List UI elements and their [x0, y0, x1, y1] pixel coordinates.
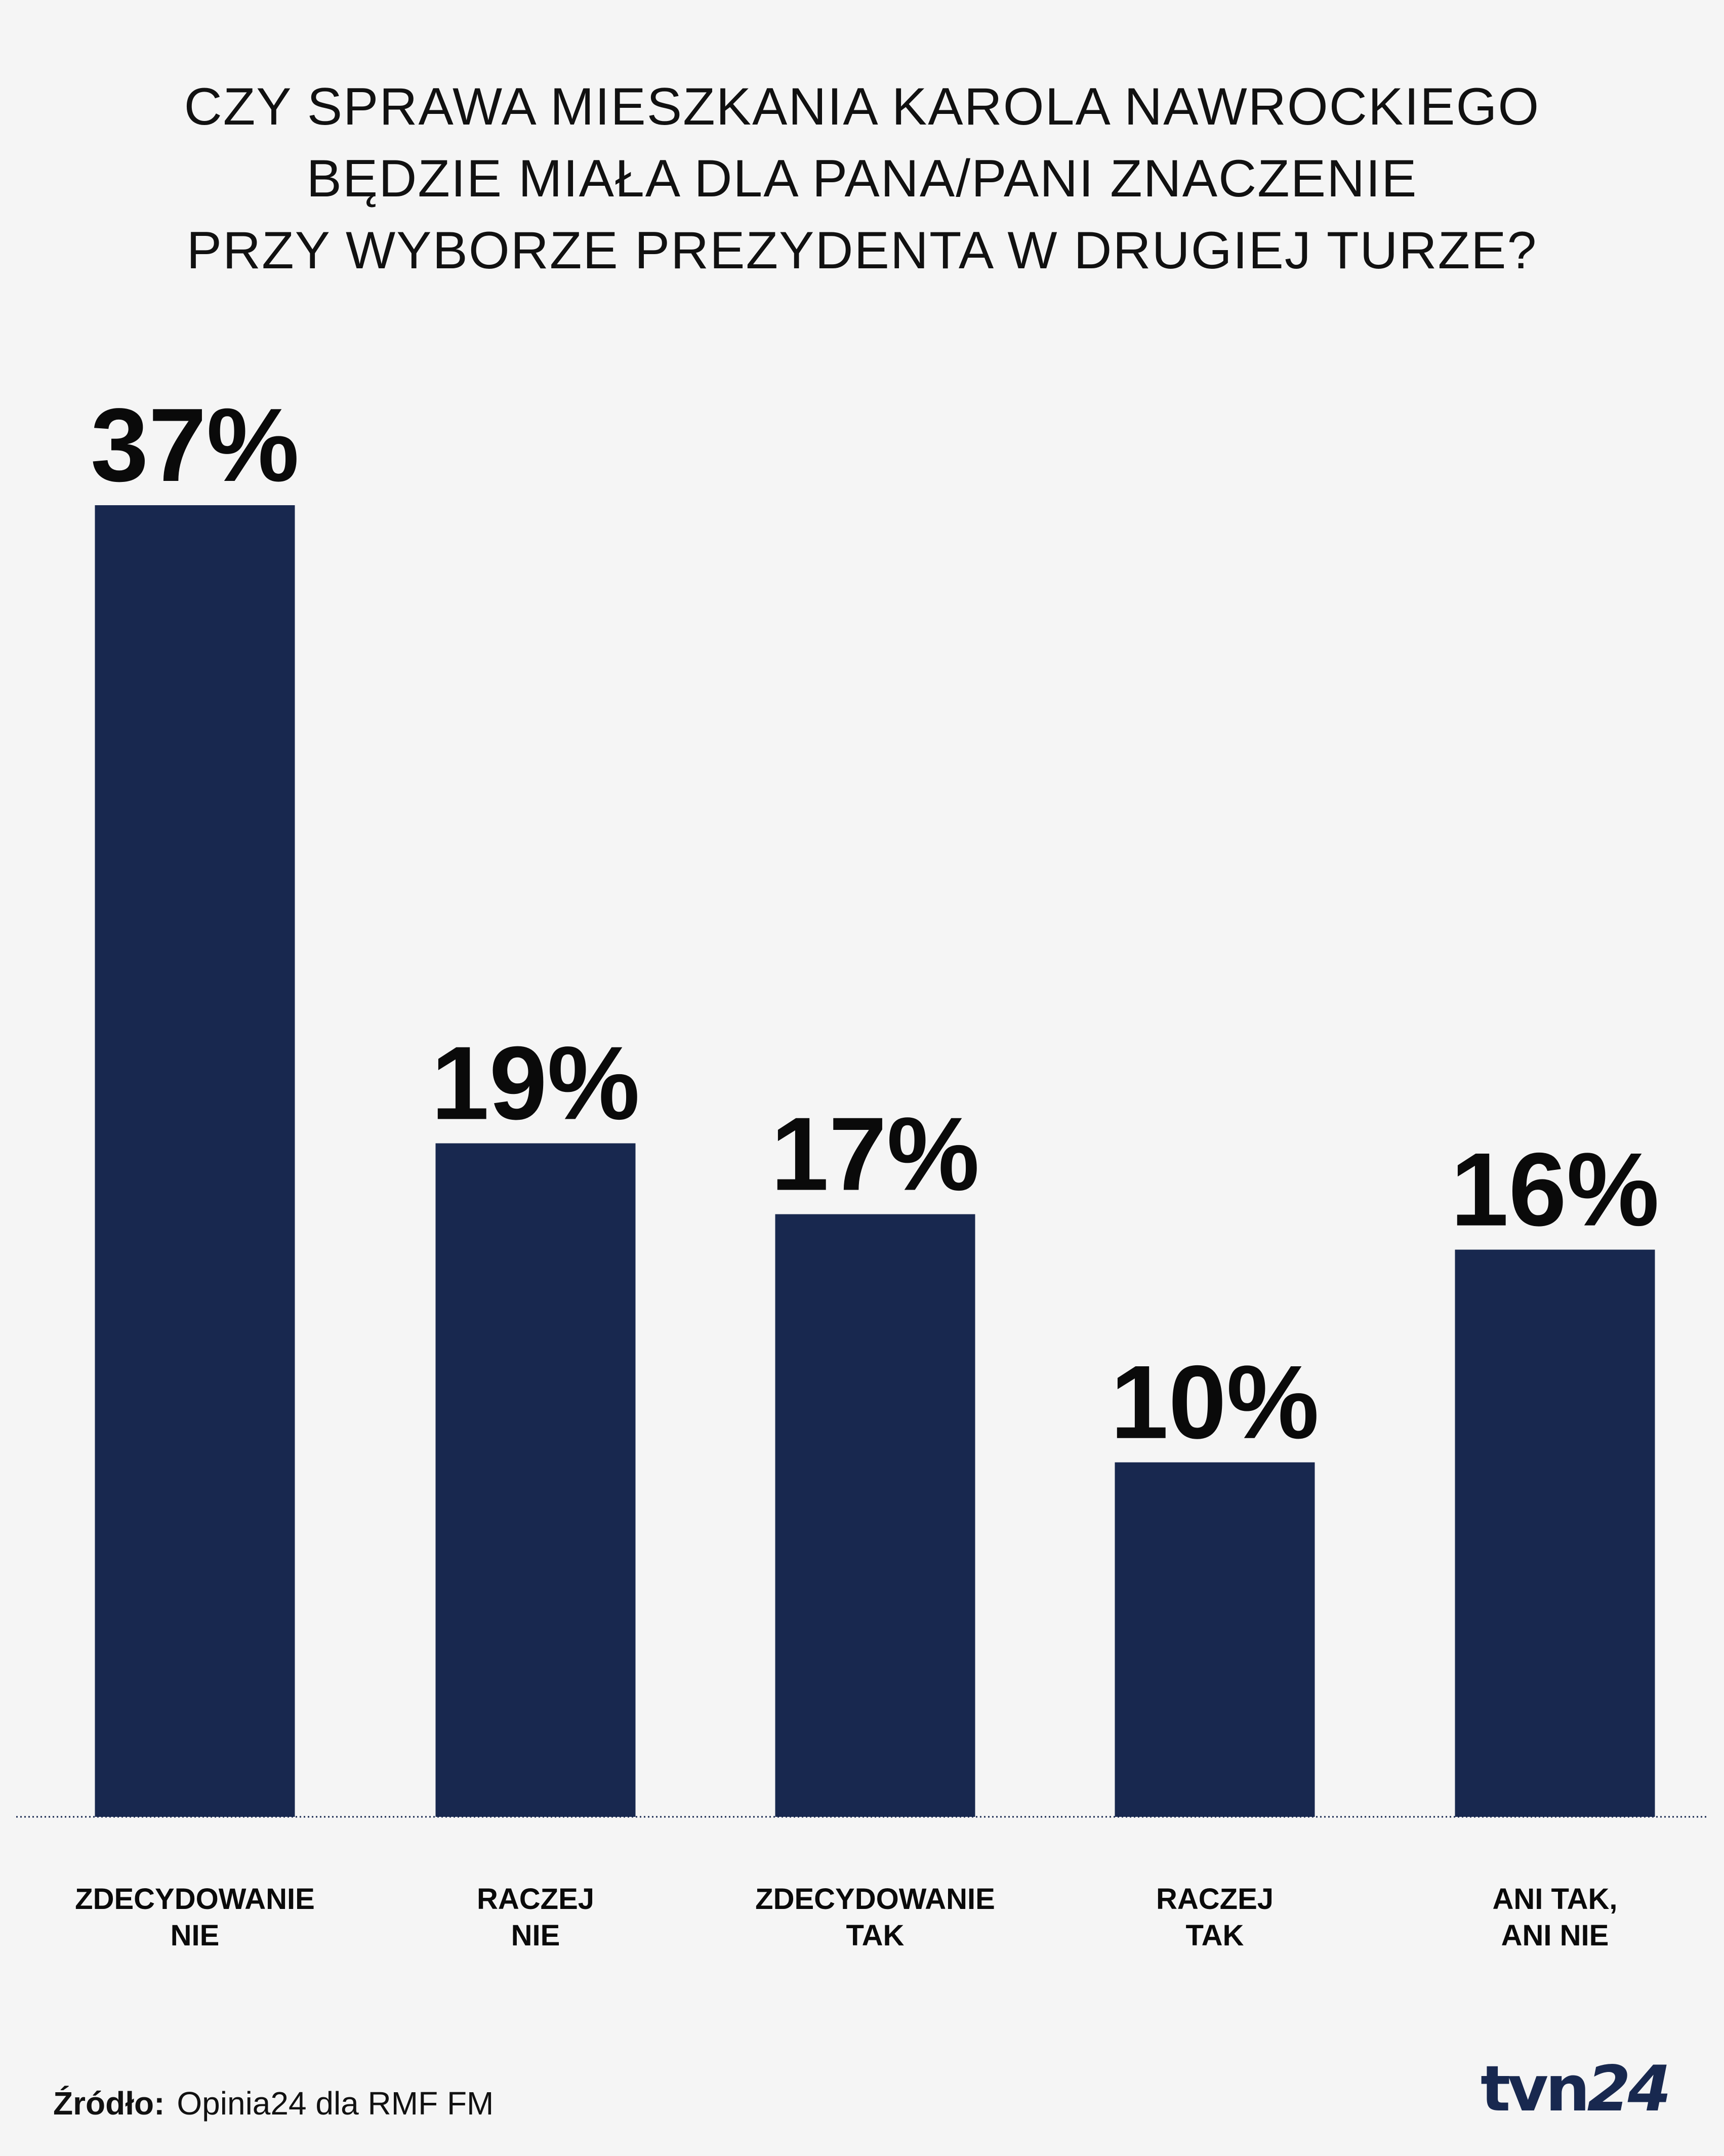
- bar-3: [775, 1214, 975, 1817]
- bar-1: [95, 505, 295, 1817]
- title-line-3: PRZY WYBORZE PREZYDENTA W DRUGIEJ TURZE?: [186, 221, 1538, 280]
- chart-title: CZY SPRAWA MIESZKANIA KAROLA NAWROCKIEGO…: [0, 71, 1724, 287]
- source-label: Źródło:: [53, 2085, 165, 2122]
- category-label-4-line-2: TAK: [1186, 1919, 1244, 1952]
- category-label-5-line-1: ANI TAK,: [1492, 1883, 1617, 1916]
- bar-5: [1455, 1249, 1655, 1817]
- tvn24-logo: tvn24: [1481, 2056, 1673, 2122]
- source-text: Opinia24 dla RMF FM: [177, 2085, 494, 2122]
- category-label-4-line-1: RACZEJ: [1156, 1883, 1274, 1916]
- source-note: Źródło: Opinia24 dla RMF FM: [53, 2085, 494, 2122]
- category-label-1-line-1: ZDECYDOWANIE: [75, 1883, 315, 1916]
- logo-text-tvn: tvn: [1481, 2053, 1590, 2126]
- value-label-2: 19%: [431, 1025, 640, 1141]
- category-label-2-line-2: NIE: [511, 1919, 560, 1952]
- bars-group: 37% 19% 17% 10% 16%: [91, 387, 1659, 1817]
- category-label-1-line-2: NIE: [171, 1919, 220, 1952]
- category-labels: ZDECYDOWANIENIERACZEJNIEZDECYDOWANIETAKR…: [75, 1883, 1617, 1952]
- bar-2: [435, 1143, 636, 1817]
- value-label-5: 16%: [1451, 1131, 1659, 1248]
- category-label-3-line-1: ZDECYDOWANIE: [755, 1883, 995, 1916]
- logo-text-24: 24: [1587, 2053, 1671, 2126]
- title-line-1: CZY SPRAWA MIESZKANIA KAROLA NAWROCKIEGO: [184, 77, 1540, 136]
- value-label-3: 17%: [771, 1096, 979, 1212]
- value-label-4: 10%: [1111, 1344, 1319, 1460]
- title-line-2: BĘDZIE MIAŁA DLA PANA/PANI ZNACZENIE: [306, 149, 1418, 208]
- value-label-1: 37%: [91, 387, 299, 503]
- category-label-3-line-2: TAK: [846, 1919, 905, 1952]
- bar-4: [1115, 1462, 1315, 1817]
- category-label-2-line-1: RACZEJ: [477, 1883, 594, 1916]
- category-label-5-line-2: ANI NIE: [1501, 1919, 1609, 1952]
